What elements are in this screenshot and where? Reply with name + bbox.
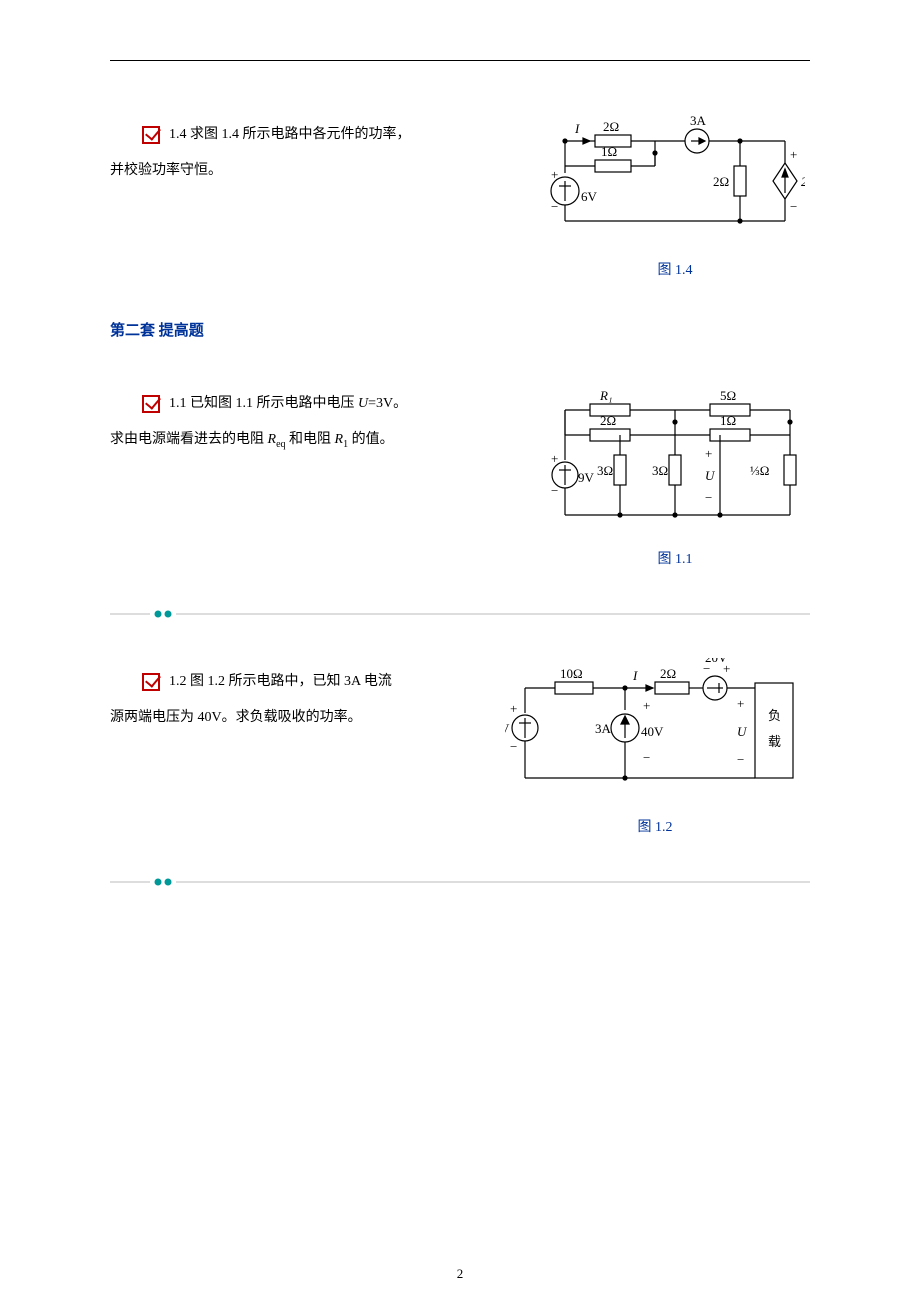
svg-text:3A: 3A [595,721,612,736]
svg-text:3Ω: 3Ω [597,463,613,478]
svg-text:+: + [790,147,797,162]
page-number: 2 [0,1266,920,1282]
circuit-fig-1-1: + − 9V R₁ 2Ω [545,380,805,530]
var-req-r: R [268,432,277,447]
var-req-sub: eq [276,439,285,450]
figure-caption: 图 1.4 [540,259,810,279]
svg-text:60V: 60V [505,721,510,736]
svg-text:3Ω: 3Ω [652,463,668,478]
svg-text:+: + [551,167,558,182]
check-icon [142,126,160,144]
figure-column: + − 60V 10Ω I [500,658,810,836]
var-u: U [358,396,368,411]
problem-line-2: 源两端电压为 40V。求负载吸收的功率。 [110,710,362,725]
svg-text:+: + [705,446,712,461]
problem-2-2: 1.2 图 1.2 所示电路中，已知 3A 电流 源两端电压为 40V。求负载吸… [110,658,810,836]
problem-row: 1.1 已知图 1.1 所示电路中电压 U=3V。 求由电源端看进去的电阻 Re… [110,380,810,568]
figure-caption: 图 1.2 [500,816,810,836]
text-part: 的值。 [348,432,394,447]
svg-text:−: − [737,752,744,767]
text-part: 和电阻 [286,432,335,447]
svg-text:+: + [737,696,744,711]
circuit-fig-1-2: + − 60V 10Ω I [505,658,805,798]
svg-text:40V: 40V [641,724,664,739]
check-icon [142,395,160,413]
page-container: 1.4 求图 1.4 所示电路中各元件的功率， 并校验功率守恒。 I [0,0,920,1302]
circuit-fig-1-4: I 2Ω 1Ω [545,111,805,241]
svg-text:I: I [574,121,580,136]
svg-text:2Ω: 2Ω [603,119,619,134]
svg-text:−: − [790,199,797,214]
top-rule [110,60,810,61]
figure-caption: 图 1.1 [540,548,810,568]
svg-text:−: − [705,490,712,505]
svg-text:2I: 2I [801,174,805,189]
problem-row: 1.2 图 1.2 所示电路中，已知 3A 电流 源两端电压为 40V。求负载吸… [110,658,810,836]
svg-text:20V: 20V [705,658,728,665]
problem-line-1: 1.2 图 1.2 所示电路中，已知 3A 电流 [169,674,392,689]
svg-text:+: + [643,698,650,713]
problem-line-1: 1.4 求图 1.4 所示电路中各元件的功率， [169,127,411,142]
svg-text:R₁: R₁ [599,388,612,403]
svg-text:−: − [551,483,558,498]
figure-column: I 2Ω 1Ω [540,111,810,279]
section-divider [110,876,810,886]
problem-text: 1.2 图 1.2 所示电路中，已知 3A 电流 源两端电压为 40V。求负载吸… [110,658,470,737]
svg-text:+: + [551,451,558,466]
svg-text:−: − [551,199,558,214]
problem-text: 1.4 求图 1.4 所示电路中各元件的功率， 并校验功率守恒。 [110,111,510,190]
svg-text:5Ω: 5Ω [720,388,736,403]
problem-row: 1.4 求图 1.4 所示电路中各元件的功率， 并校验功率守恒。 I [110,111,810,279]
svg-text:I: I [632,668,638,683]
svg-text:3A: 3A [690,113,707,128]
text-part: 求由电源端看进去的电阻 [110,432,268,447]
section-2-title: 第二套 提高题 [110,319,810,340]
text-part: =3V。 [368,396,407,411]
problem-line-2: 并校验功率守恒。 [110,163,222,178]
problem-text: 1.1 已知图 1.1 所示电路中电压 U=3V。 求由电源端看进去的电阻 Re… [110,380,510,459]
svg-text:−: − [510,739,517,754]
figure-column: + − 9V R₁ 2Ω [540,380,810,568]
svg-text:+: + [510,701,517,716]
svg-text:U: U [705,468,716,483]
svg-text:10Ω: 10Ω [560,666,583,681]
svg-text:载: 载 [768,734,781,749]
svg-text:1Ω: 1Ω [601,144,617,159]
svg-text:2Ω: 2Ω [660,666,676,681]
svg-text:2Ω: 2Ω [713,174,729,189]
svg-text:−: − [643,750,650,765]
problem-1-4: 1.4 求图 1.4 所示电路中各元件的功率， 并校验功率守恒。 I [110,111,810,279]
problem-2-1: 1.1 已知图 1.1 所示电路中电压 U=3V。 求由电源端看进去的电阻 Re… [110,380,810,568]
svg-text:⅓Ω: ⅓Ω [750,463,769,478]
check-icon [142,673,160,691]
svg-text:1Ω: 1Ω [720,413,736,428]
svg-text:6V: 6V [581,189,598,204]
svg-text:9V: 9V [578,470,595,485]
text-part: 1.1 已知图 1.1 所示电路中电压 [169,396,358,411]
section-divider [110,608,810,618]
svg-text:负: 负 [768,708,781,723]
svg-text:2Ω: 2Ω [600,413,616,428]
var-r1-r: R [335,432,344,447]
svg-text:U: U [737,724,748,739]
